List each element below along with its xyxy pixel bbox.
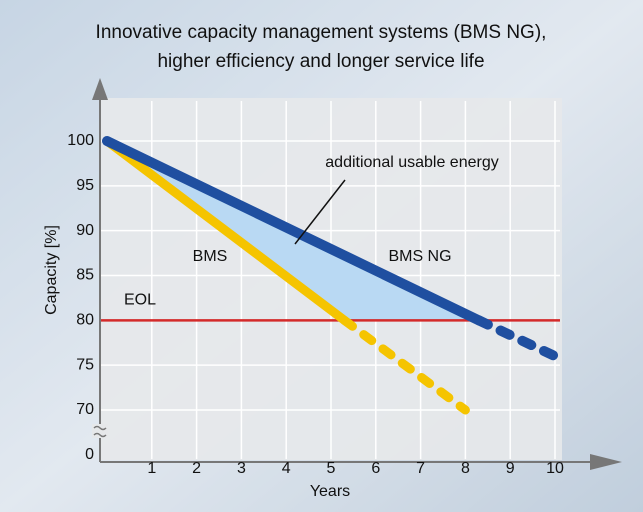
x-tick-label: 6 xyxy=(371,460,380,477)
annotation: additional usable energy xyxy=(325,154,498,171)
y-tick-label: 100 xyxy=(67,132,94,149)
x-tick-label: 3 xyxy=(237,460,246,477)
y-tick-label: 80 xyxy=(76,312,94,329)
y-tick-label: 95 xyxy=(76,177,94,194)
y-axis-label: Capacity [%] xyxy=(43,225,60,315)
x-tick-label: 4 xyxy=(282,460,291,477)
series-label: BMS NG xyxy=(388,248,451,265)
y-tick-label: 90 xyxy=(76,222,94,239)
x-tick-label: 5 xyxy=(327,460,336,477)
x-tick-label: 7 xyxy=(416,460,425,477)
chart-title: higher efficiency and longer service lif… xyxy=(157,51,484,72)
y-tick-label: 85 xyxy=(76,267,94,284)
x-tick-label: 8 xyxy=(461,460,470,477)
chart-title: Innovative capacity management systems (… xyxy=(96,22,547,43)
eol-label: EOL xyxy=(124,292,156,309)
y-tick-label: 75 xyxy=(76,356,94,373)
y-tick-label: 70 xyxy=(76,401,94,418)
x-tick-label: 9 xyxy=(506,460,515,477)
x-tick-label: 10 xyxy=(546,460,564,477)
chart: Innovative capacity management systems (… xyxy=(0,0,643,512)
x-axis-label: Years xyxy=(310,483,350,500)
x-tick-label: 1 xyxy=(147,460,156,477)
x-tick-label: 2 xyxy=(192,460,201,477)
series-label: BMS xyxy=(193,248,228,265)
y-tick-label: 0 xyxy=(85,446,94,463)
